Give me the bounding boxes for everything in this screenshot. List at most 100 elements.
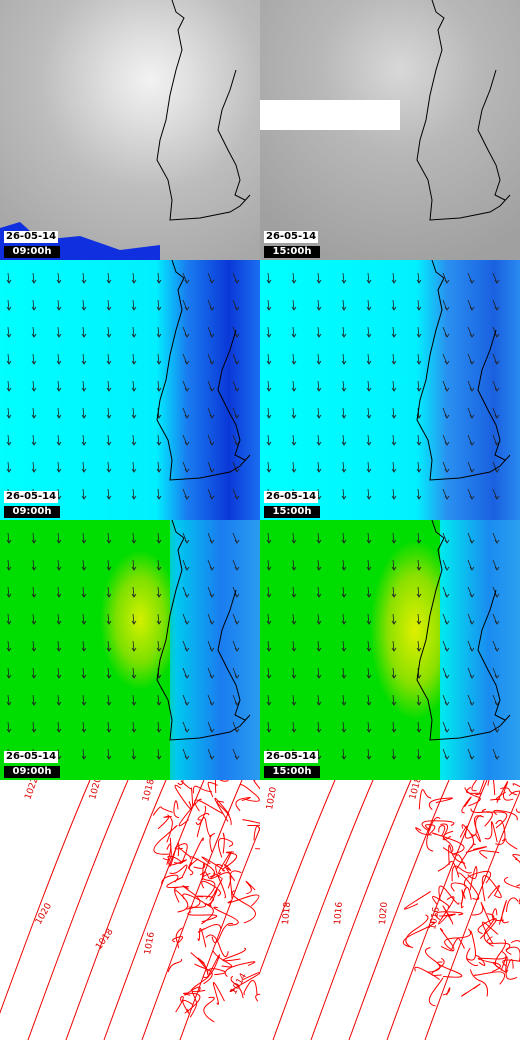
wind-arrow [106,380,112,392]
wind-arrow [232,353,240,365]
wind-arrow [316,613,322,625]
isobar [208,889,218,907]
wind-arrow [106,461,112,473]
isobar [459,825,475,839]
isobar [432,832,465,855]
wind-arrow [291,613,297,625]
isobar [227,894,260,907]
wind-arrow [291,532,297,544]
isobar [466,786,482,796]
isobar [424,790,520,1040]
isobar [212,950,233,968]
wind-arrow [316,667,322,679]
wind-arrow [106,488,112,500]
wind-arrow [492,380,500,392]
wind-arrow [156,532,162,544]
isobar [177,780,184,786]
wind-arrow [31,434,37,446]
coastline [416,260,511,481]
wind-arrow [81,559,87,571]
isobar [178,798,202,827]
isobar [188,858,199,876]
isobar [141,780,243,1040]
isobar-label: 1018 [141,780,157,803]
isobar [217,837,234,858]
wind-arrow [6,434,12,446]
wind-arrow [291,407,297,419]
isobar [207,968,226,976]
isobar [505,946,520,962]
coastline [156,0,251,221]
wind-arrow [366,613,372,625]
wind-arrow [366,434,372,446]
isobar [231,890,256,924]
wind-arrow [156,748,162,760]
wind-arrow [6,667,12,679]
isobar-label: 1016 [333,901,345,925]
wind-arrow [56,694,62,706]
isobar [167,958,183,973]
isobar [438,896,455,925]
isobar [216,800,232,826]
wind-arrow [366,721,372,733]
isobar [469,814,482,836]
wind-arrow [106,532,112,544]
wind-arrow [416,299,422,311]
isobar [229,971,260,993]
isobar [438,913,456,917]
wind-arrow [442,461,450,473]
wind-arrow [182,559,190,571]
isobar [479,850,500,859]
wind-arrow [416,694,422,706]
wind-arrow [131,532,137,544]
isobar [222,947,247,962]
wind-arrow [442,353,450,365]
wind-arrow [81,299,87,311]
wind-arrow [467,299,475,311]
isobar [253,780,260,790]
wind-arrow [492,488,500,500]
wind-arrow [81,640,87,652]
wind-arrow [442,748,450,760]
wind-arrow [207,613,215,625]
wind-arrow [467,532,475,544]
wind-arrow [156,380,162,392]
isobar [202,872,216,900]
isobar [495,819,506,845]
isobar [451,865,472,882]
date-label: 26-05-14 [4,491,59,503]
wind-arrow [6,353,12,365]
isobar [213,872,223,894]
wind-arrow [266,640,272,652]
isobar [203,996,215,1023]
wind-arrow [291,461,297,473]
map-panel: 26-05-14 09:00h [0,520,260,780]
isobar [207,781,218,798]
wind-arrow [366,667,372,679]
wind-arrow [442,380,450,392]
date-label: 26-05-14 [264,231,319,243]
wind-arrow [131,667,137,679]
wind-arrow [6,640,12,652]
wind-arrow [131,640,137,652]
isobar [442,830,454,852]
wind-arrow [442,667,450,679]
wind-arrow [106,694,112,706]
isobar [512,853,520,860]
wind-arrow [207,326,215,338]
wind-arrow [366,748,372,760]
wind-arrow [182,407,190,419]
wind-arrow [316,586,322,598]
time-label: 09:00h [4,246,60,258]
wind-arrow [266,694,272,706]
wind-arrow [182,721,190,733]
isobar [483,913,495,947]
wind-arrow [467,272,475,284]
wind-arrow [366,694,372,706]
wind-arrow [492,272,500,284]
wind-arrow [442,488,450,500]
isobar [255,993,260,1002]
wind-arrow [366,326,372,338]
wind-arrow [467,407,475,419]
wind-arrow [131,488,137,500]
